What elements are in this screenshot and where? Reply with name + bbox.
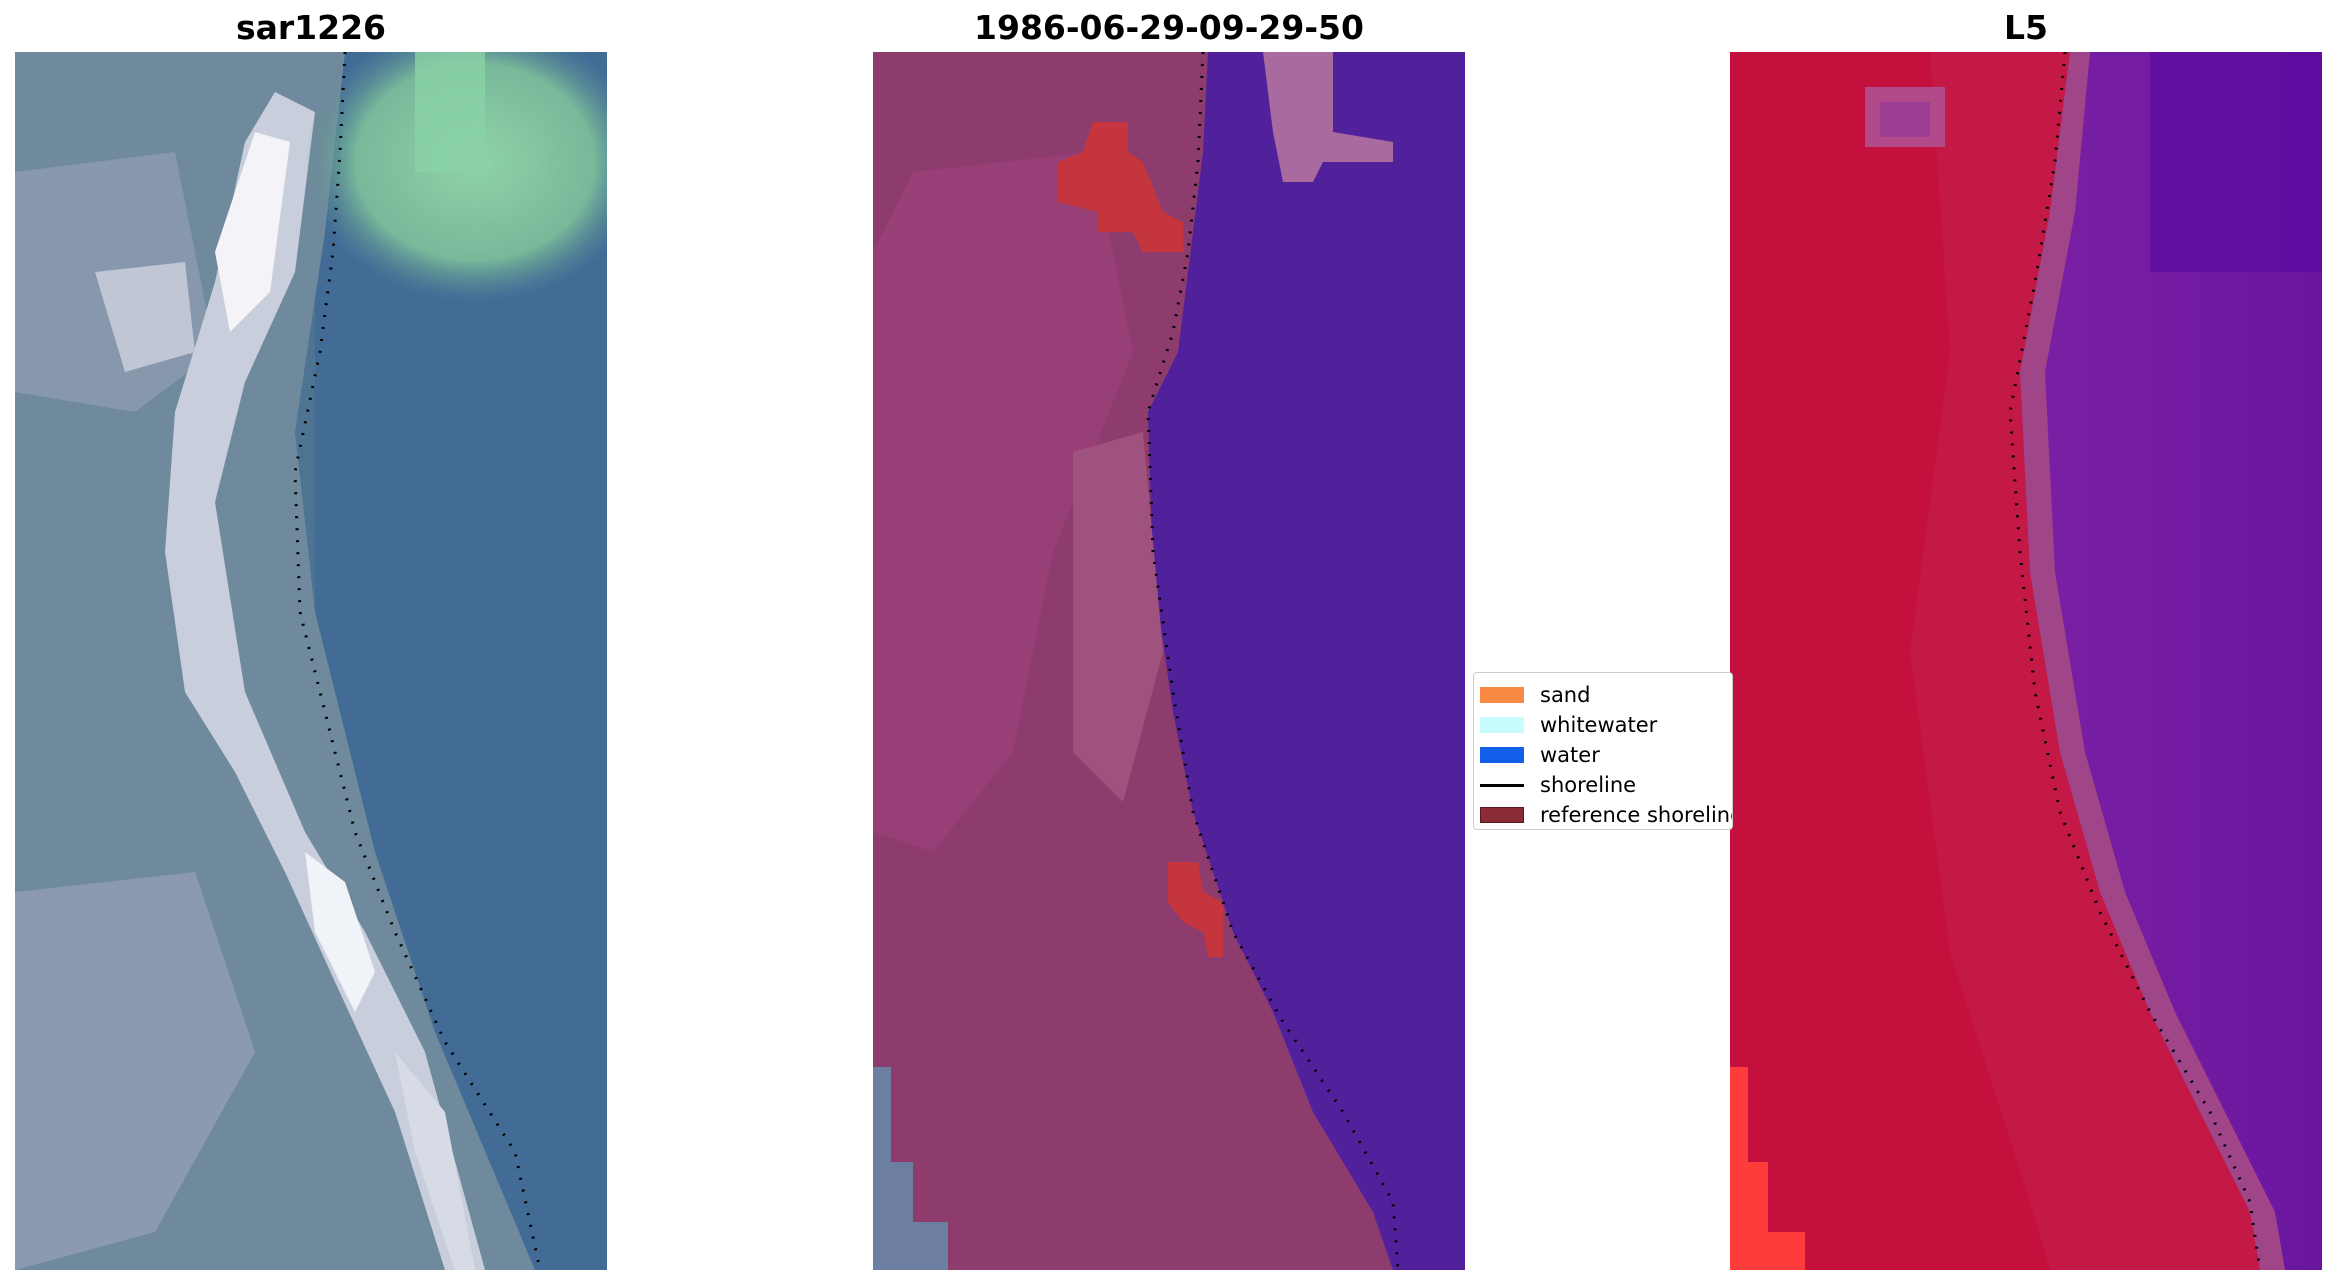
classified-image (873, 52, 1465, 1270)
classification-panel (873, 52, 1465, 1270)
legend-line-shoreline (1480, 783, 1524, 787)
legend-swatch-water (1480, 747, 1524, 763)
panel-title-sar: sar1226 (235, 8, 387, 47)
sensor-image (1730, 52, 2322, 1270)
legend-swatch-whitewater (1480, 717, 1524, 733)
sensor-image-panel (1730, 52, 2322, 1270)
legend-swatch-reference-shoreline (1480, 807, 1524, 823)
legend-label: whitewater (1540, 713, 1658, 737)
panel-title-date: 1986-06-29-09-29-50 (974, 8, 1364, 47)
legend-label: shoreline (1540, 773, 1637, 797)
rgb-image (15, 52, 607, 1270)
legend-label: sand (1540, 683, 1591, 707)
legend-swatch-sand (1480, 687, 1524, 703)
rgb-image-panel (15, 52, 607, 1270)
legend: sand whitewater water shoreline referenc… (1473, 672, 1733, 830)
legend-label: water (1540, 743, 1600, 767)
legend-item-sand: sand (1480, 681, 1590, 709)
legend-item-whitewater: whitewater (1480, 711, 1657, 739)
legend-item-shoreline: shoreline (1480, 771, 1636, 799)
legend-label: reference shoreline (1540, 803, 1733, 827)
panel-title-sensor: L5 (2004, 8, 2048, 47)
legend-item-reference-shoreline: reference shoreline (1480, 801, 1733, 829)
legend-item-water: water (1480, 741, 1600, 769)
